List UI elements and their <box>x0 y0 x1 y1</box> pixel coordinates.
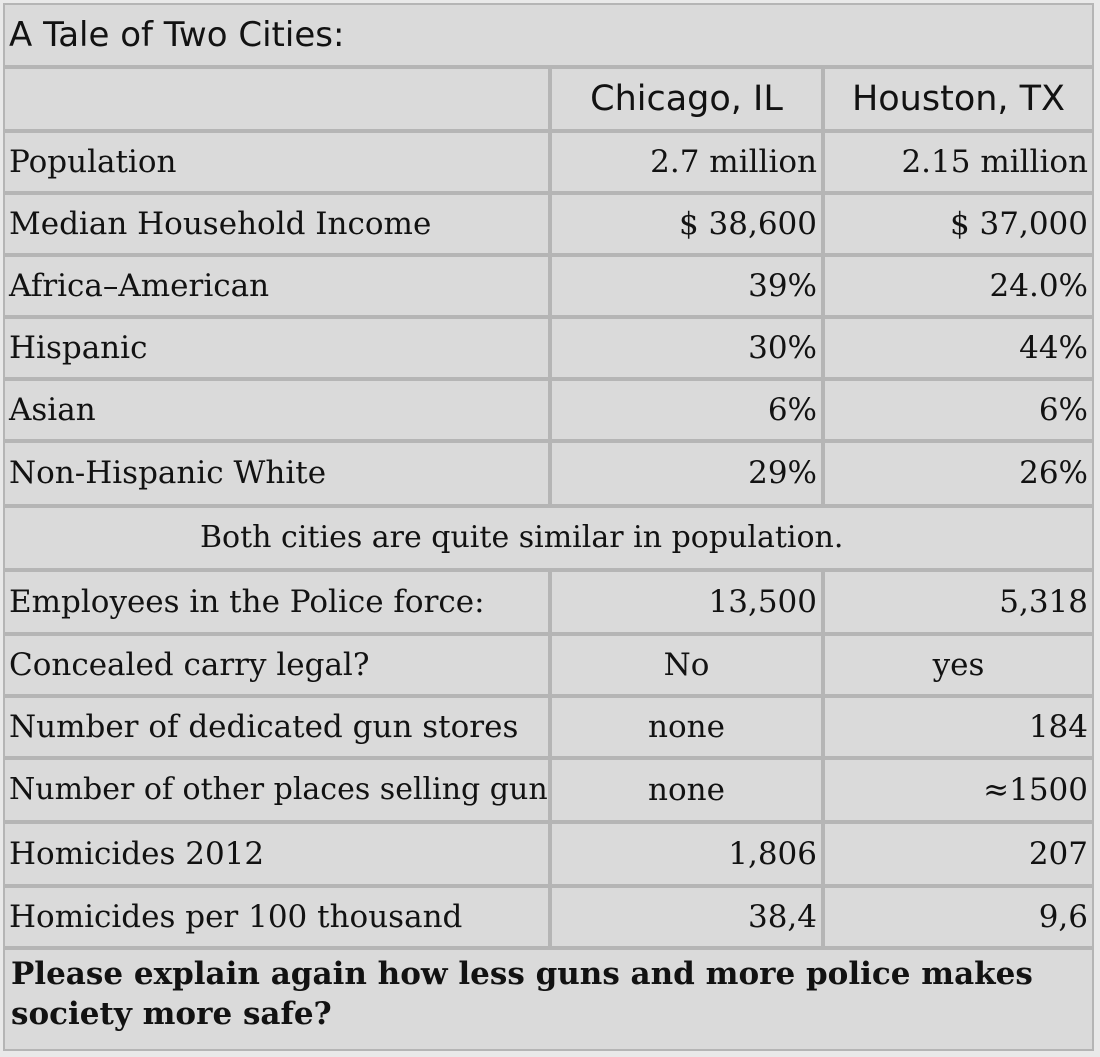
cell-concealed-carry-houston: yes <box>823 634 1094 696</box>
cell-homicide-rate-chicago: 38,4 <box>550 886 823 948</box>
row-label-asian: Asian <box>3 379 550 441</box>
row-label-population: Population <box>3 131 550 193</box>
row-label-police: Employees in the Police force: <box>3 570 550 634</box>
cell-homicides-houston: 207 <box>823 822 1094 886</box>
cell-homicide-rate-houston: 9,6 <box>823 886 1094 948</box>
row-label-homicides: Homicides 2012 <box>3 822 550 886</box>
header-empty-cell <box>3 67 550 131</box>
row-label-concealed-carry: Concealed carry legal? <box>3 634 550 696</box>
cell-asian-chicago: 6% <box>550 379 823 441</box>
table-title: A Tale of Two Cities: <box>3 3 1094 67</box>
cell-population-chicago: 2.7 million <box>550 131 823 193</box>
cell-gun-stores-chicago: none <box>550 696 823 758</box>
row-label-gun-stores: Number of dedicated gun stores <box>3 696 550 758</box>
cell-african-american-houston: 24.0% <box>823 255 1094 317</box>
cell-asian-houston: 6% <box>823 379 1094 441</box>
cell-police-chicago: 13,500 <box>550 570 823 634</box>
column-header-chicago: Chicago, IL <box>550 67 823 131</box>
cell-other-places-houston: ≈1500 <box>823 758 1094 822</box>
cell-other-places-chicago: none <box>550 758 823 822</box>
cell-non-hispanic-white-chicago: 29% <box>550 441 823 506</box>
column-header-houston: Houston, TX <box>823 67 1094 131</box>
cell-hispanic-chicago: 30% <box>550 317 823 379</box>
cell-income-houston: $ 37,000 <box>823 193 1094 255</box>
row-label-homicide-rate: Homicides per 100 thousand <box>3 886 550 948</box>
note-text: Both cities are quite similar in populat… <box>200 520 844 555</box>
closing-question: Please explain again how less guns and m… <box>3 948 1094 1051</box>
row-label-hispanic: Hispanic <box>3 317 550 379</box>
cell-police-houston: 5,318 <box>823 570 1094 634</box>
cell-homicides-chicago: 1,806 <box>550 822 823 886</box>
cell-population-houston: 2.15 million <box>823 131 1094 193</box>
row-label-non-hispanic-white: Non-Hispanic White <box>3 441 550 506</box>
cell-concealed-carry-chicago: No <box>550 634 823 696</box>
cell-gun-stores-houston: 184 <box>823 696 1094 758</box>
note-row: Both cities are quite similar in populat… <box>3 506 1094 570</box>
row-label-african-american: Africa–American <box>3 255 550 317</box>
row-label-other-places: Number of other places selling guns <box>3 758 550 822</box>
cell-african-american-chicago: 39% <box>550 255 823 317</box>
cell-hispanic-houston: 44% <box>823 317 1094 379</box>
cell-income-chicago: $ 38,600 <box>550 193 823 255</box>
cell-non-hispanic-white-houston: 26% <box>823 441 1094 506</box>
row-label-income: Median Household Income <box>3 193 550 255</box>
